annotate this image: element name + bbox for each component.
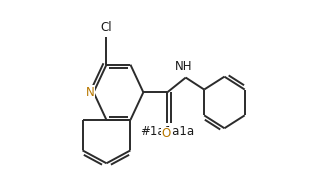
Text: O: O xyxy=(162,127,171,140)
Text: N: N xyxy=(86,86,94,99)
Text: NH: NH xyxy=(175,60,193,73)
Text: Cl: Cl xyxy=(101,21,112,34)
Text: #1a1a1a: #1a1a1a xyxy=(140,125,194,138)
